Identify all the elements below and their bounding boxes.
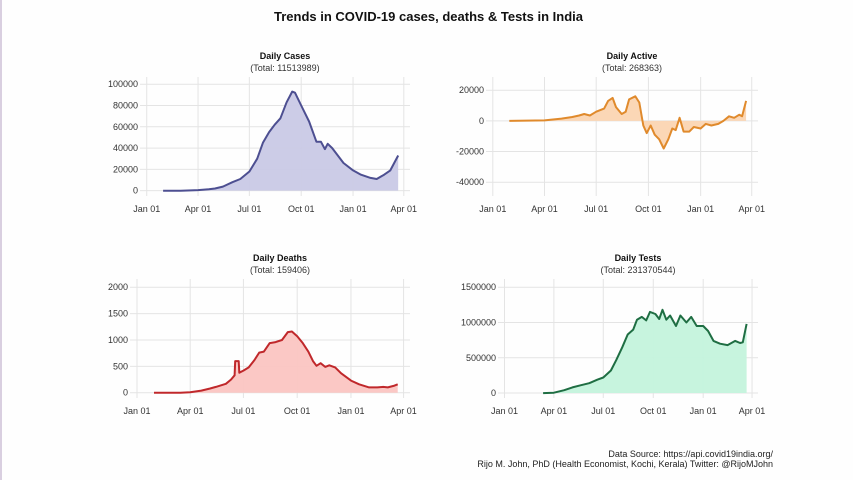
x-tick-label: Apr 01: [739, 406, 766, 416]
x-tick-label: Jan 01: [687, 204, 714, 214]
y-tick-label: -20000: [456, 147, 484, 157]
figure-footer: Data Source: https://api.covid19india.or…: [477, 449, 773, 469]
panel-title: Daily Cases: [260, 51, 311, 61]
y-tick-label: 500: [113, 361, 128, 371]
x-tick-label: Apr 01: [738, 204, 765, 214]
y-tick-label: 60000: [113, 122, 138, 132]
x-tick-label: Jan 01: [690, 406, 717, 416]
y-tick-label: 80000: [113, 100, 138, 110]
x-tick-label: Apr 01: [541, 406, 568, 416]
panel-active: Daily Active (Total: 268363) -40000 -20000 0…: [456, 51, 765, 214]
x-tick-label: Jul 01: [231, 406, 255, 416]
x-tick-label: Oct 01: [284, 406, 311, 416]
x-tick-label: Oct 01: [640, 406, 667, 416]
figure-title: Trends in COVID-19 cases, deaths & Tests…: [274, 9, 583, 24]
series-area: [163, 91, 399, 191]
series-line: [543, 308, 748, 395]
panel-subtitle: (Total: 11513989): [250, 63, 319, 73]
y-tick-label: 1000: [108, 335, 128, 345]
y-tick-label: 0: [491, 388, 496, 398]
y-tick-label: 20000: [113, 164, 138, 174]
panel-tests: Daily Tests (Total: 231370544) 0 500000 1000…: [461, 253, 765, 416]
panel-subtitle: (Total: 268363): [602, 63, 662, 73]
y-tick-label: 1500000: [461, 282, 496, 292]
x-tick-label: Jan 01: [133, 204, 160, 214]
series-line: [509, 95, 748, 150]
author-credit: Rijo M. John, PhD (Health Economist, Koc…: [477, 459, 773, 469]
x-tick-label: Jan 01: [340, 204, 367, 214]
panel-title: Daily Deaths: [253, 253, 307, 263]
data-source-note: Data Source: https://api.covid19india.or…: [608, 449, 773, 459]
y-tick-label: 0: [133, 186, 138, 196]
series-area: [543, 309, 747, 394]
y-tick-label: 2000: [108, 282, 128, 292]
series-line: [163, 90, 400, 192]
panel-subtitle: (Total: 231370544): [600, 265, 675, 275]
x-tick-label: Apr 01: [185, 204, 212, 214]
y-tick-label: -40000: [456, 177, 484, 187]
y-tick-label: 1000000: [461, 318, 496, 328]
series-area: [153, 331, 398, 393]
y-tick-label: 0: [479, 116, 484, 126]
y-tick-label: 100000: [108, 79, 138, 89]
panel-subtitle: (Total: 159406): [250, 265, 310, 275]
x-tick-label: Apr 01: [390, 406, 417, 416]
y-tick-label: 1500: [108, 309, 128, 319]
y-tick-label: 0: [123, 388, 128, 398]
panel-title: Daily Active: [607, 51, 658, 61]
x-tick-label: Jan 01: [491, 406, 518, 416]
x-tick-label: Jul 01: [237, 204, 261, 214]
x-tick-label: Jul 01: [591, 406, 615, 416]
x-tick-label: Jan 01: [479, 204, 506, 214]
x-tick-label: Apr 01: [391, 204, 418, 214]
panel-cases: Daily Cases (Total: 11513989) 0 20000 40000 6…: [108, 51, 417, 214]
x-tick-label: Oct 01: [288, 204, 315, 214]
x-tick-label: Jul 01: [584, 204, 608, 214]
x-tick-label: Apr 01: [531, 204, 558, 214]
series-line: [154, 330, 399, 394]
x-tick-label: Jan 01: [337, 406, 364, 416]
x-tick-label: Jan 01: [123, 406, 150, 416]
panel-deaths: Daily Deaths (Total: 159406) 0 500 1000 1500 2…: [108, 253, 417, 416]
panel-title: Daily Tests: [615, 253, 662, 263]
x-tick-label: Apr 01: [177, 406, 204, 416]
y-tick-label: 500000: [466, 353, 496, 363]
y-tick-label: 40000: [113, 143, 138, 153]
y-tick-label: 20000: [459, 85, 484, 95]
x-tick-label: Oct 01: [635, 204, 662, 214]
